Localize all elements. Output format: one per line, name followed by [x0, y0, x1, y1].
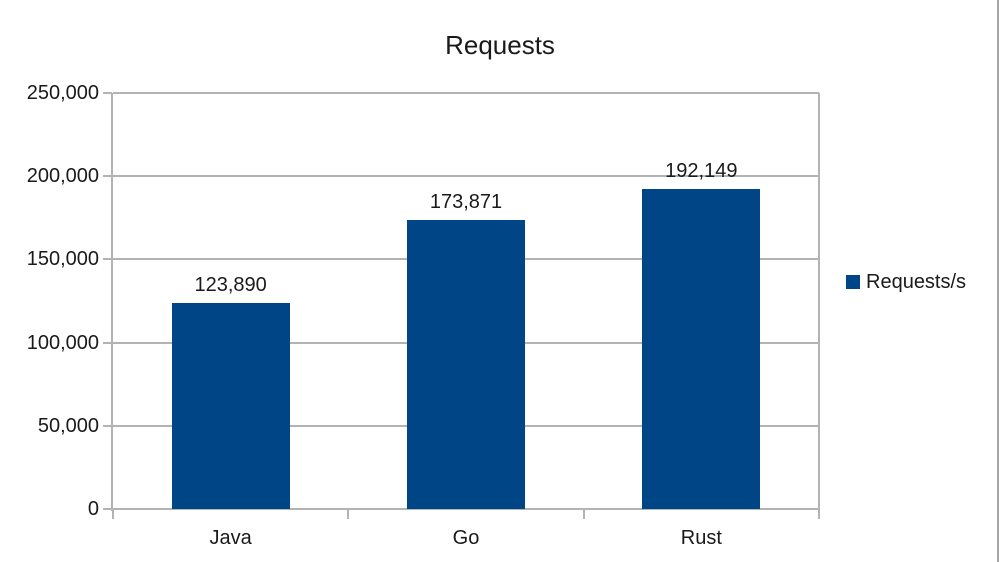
bar-value-label: 192,149: [665, 160, 738, 183]
x-axis-category-label: Java: [209, 527, 252, 549]
y-axis-tick-label: 250,000: [26, 82, 99, 104]
plot-right-border: [818, 93, 820, 511]
x-axis-tick: [818, 510, 820, 519]
x-axis-category-label: Rust: [680, 527, 722, 549]
bar-java: [171, 302, 290, 509]
y-axis-tick: [103, 258, 112, 261]
y-axis-tick-label: 150,000: [26, 248, 99, 271]
x-axis-category-label: Go: [452, 527, 480, 549]
legend-label: Requests/s: [866, 271, 967, 293]
bar-value-label: 123,890: [194, 273, 267, 296]
y-axis-line: [111, 93, 113, 511]
y-axis-tick: [103, 508, 112, 510]
y-axis-tick: [103, 175, 112, 178]
bar-value-label: 173,871: [429, 190, 503, 213]
window-right-edge: [997, 0, 999, 562]
x-axis-line: [111, 508, 820, 510]
x-axis-tick: [582, 510, 585, 519]
y-axis-tick: [103, 424, 112, 427]
legend-color-swatch: [846, 275, 860, 289]
y-axis-tick-label: 50,000: [37, 414, 99, 437]
bar-go: [407, 219, 525, 509]
y-axis-tick-label: 0: [87, 498, 99, 520]
y-axis-tick-label: 200,000: [26, 165, 99, 188]
chart-title: Requests: [445, 30, 555, 60]
y-axis-tick: [103, 341, 112, 344]
x-axis-tick: [347, 510, 350, 519]
gridline: [113, 92, 819, 94]
y-axis-tick-label: 100,000: [26, 331, 99, 354]
gridline: [113, 175, 819, 178]
bar-rust: [642, 189, 761, 509]
x-axis-tick: [112, 510, 114, 519]
legend: Requests/s: [846, 268, 966, 296]
y-axis-tick: [103, 92, 112, 94]
